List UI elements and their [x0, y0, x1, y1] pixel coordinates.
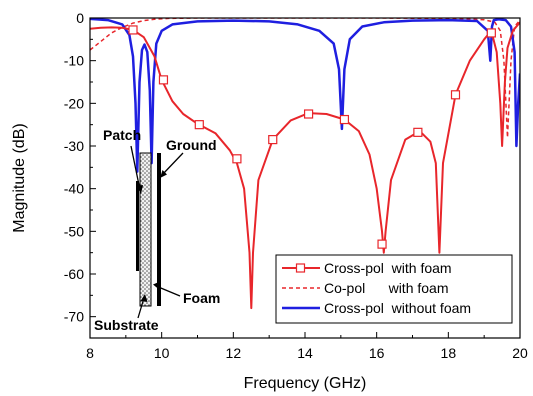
- patch-strip: [136, 181, 139, 271]
- legend-item-co-pol-with-foam: Co-pol with foam: [282, 280, 449, 296]
- legend-item-cross-pol-without-foam: Cross-pol without foam: [282, 300, 471, 316]
- y-tick-label: -40: [64, 181, 84, 197]
- x-tick-label: 14: [297, 345, 313, 361]
- patch-arrow: [130, 145, 141, 191]
- series-line-2: [90, 18, 520, 173]
- data-marker: [158, 75, 169, 85]
- data-marker: [339, 114, 350, 125]
- data-marker: [413, 127, 423, 137]
- data-marker: [450, 90, 461, 100]
- legend-box: [275, 254, 513, 324]
- data-marker: [268, 135, 278, 145]
- foam-arrow-head: [153, 281, 160, 289]
- x-tick-label: 10: [154, 345, 170, 361]
- ground-label: Ground: [166, 137, 217, 153]
- data-marker: [303, 109, 314, 119]
- series-line-1: [90, 18, 520, 139]
- patch-arrow-head: [136, 185, 143, 194]
- x-tick-label: 16: [369, 345, 385, 361]
- legend-label-co-pol-with-foam: Co-pol with foam: [324, 280, 449, 296]
- ground-arrow-head: [160, 170, 167, 178]
- data-marker: [486, 28, 496, 38]
- x-axis-ticks: 8 10 12 14 16 18 20: [86, 332, 528, 361]
- data-marker: [128, 25, 138, 35]
- data-marker: [232, 154, 242, 164]
- structure-inset: Patch Ground Substrate Foam: [94, 127, 220, 333]
- x-tick-label: 12: [226, 345, 242, 361]
- data-marker: [194, 120, 204, 130]
- ground-plane: [157, 153, 161, 306]
- substrate-layer: [139, 152, 152, 307]
- patch-label: Patch: [103, 127, 141, 143]
- x-axis-title: Frequency (GHz): [244, 375, 367, 392]
- ground-arrow: [161, 152, 184, 176]
- data-marker: [377, 239, 387, 249]
- x-tick-label: 20: [512, 345, 528, 361]
- foam-arrow: [155, 285, 181, 297]
- y-tick-label: -30: [64, 138, 84, 154]
- legend-marker-open-square: [295, 263, 306, 273]
- y-tick-label: -20: [64, 95, 84, 111]
- legend-item-cross-pol-with-foam: Cross-pol with foam: [282, 260, 452, 276]
- x-tick-label: 8: [86, 345, 94, 361]
- legend-label-cross-pol-without-foam: Cross-pol without foam: [324, 300, 471, 316]
- substrate-label: Substrate: [94, 317, 159, 333]
- y-tick-label: -50: [64, 223, 84, 239]
- legend: Cross-pol with foam Co-pol with foam Cro…: [275, 254, 513, 324]
- y-tick-label: 0: [76, 10, 84, 26]
- series-line-0: [90, 21, 520, 310]
- y-axis-ticks: 0 -10 -20 -30 -40 -50 -60 -70: [64, 10, 96, 325]
- series-layer: [90, 18, 520, 310]
- legend-label-cross-pol-with-foam: Cross-pol with foam: [324, 260, 452, 276]
- y-tick-label: -70: [64, 309, 84, 325]
- foam-label: Foam: [183, 290, 220, 306]
- substrate-arrow-head: [140, 294, 148, 302]
- x-tick-label: 18: [441, 345, 457, 361]
- y-axis-title: Magnitude (dB): [11, 123, 28, 232]
- y-tick-label: -10: [64, 53, 84, 69]
- y-tick-label: -60: [64, 266, 84, 282]
